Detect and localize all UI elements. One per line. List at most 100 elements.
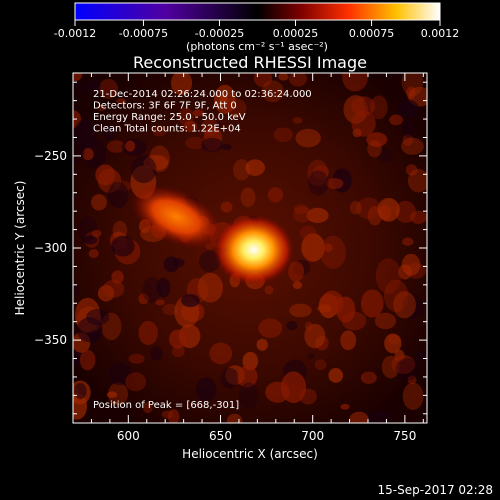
residual-blob xyxy=(402,134,413,147)
residual-blob xyxy=(304,321,313,332)
residual-blob xyxy=(340,330,357,351)
residual-blob xyxy=(281,371,307,404)
peak-position-label: Position of Peak = [668,-301] xyxy=(93,400,239,411)
residual-blob xyxy=(267,187,284,203)
residual-blob xyxy=(393,291,416,319)
residual-blob xyxy=(185,136,205,150)
residual-blob xyxy=(375,258,402,294)
residual-blob xyxy=(367,140,382,158)
residual-blob xyxy=(128,353,145,364)
info-line: Detectors: 3F 6F 7F 9F, Att 0 xyxy=(93,101,237,112)
residual-blob xyxy=(73,281,80,296)
residual-blob xyxy=(74,382,87,400)
info-line: Clean Total counts: 1.22E+04 xyxy=(93,124,241,135)
residual-blob xyxy=(98,78,119,100)
residual-blob xyxy=(73,119,96,148)
residual-blob xyxy=(314,359,327,371)
residual-blob xyxy=(288,73,307,87)
residual-blob xyxy=(161,410,174,419)
residual-blob xyxy=(374,312,397,330)
residual-blob xyxy=(398,100,420,119)
residual-blob xyxy=(108,362,132,386)
chart-title: Reconstructed RHESSI Image xyxy=(133,53,367,72)
residual-blob xyxy=(209,342,233,365)
primary-source xyxy=(213,214,295,286)
residual-blob xyxy=(170,73,193,96)
residual-blob xyxy=(223,98,247,118)
residual-blob xyxy=(102,279,125,298)
residual-blob xyxy=(317,304,332,313)
residual-blob xyxy=(351,96,376,117)
colorbar-ticks: -0.0012 -0.00075 -0.00025 0.00025 0.00075 0.0… xyxy=(54,20,459,40)
residual-blob xyxy=(84,79,101,95)
residual-blob xyxy=(377,197,400,222)
residual-blob xyxy=(97,284,115,302)
info-line: Energy Range: 25.0 - 50.0 keV xyxy=(93,112,246,123)
residual-blob xyxy=(76,317,103,343)
residual-blob xyxy=(295,128,321,148)
residual-blob xyxy=(73,136,86,163)
residual-blob xyxy=(245,159,265,176)
residual-blob xyxy=(325,178,344,190)
x-axis-label: Heliocentric X (arcsec) xyxy=(182,447,318,461)
residual-blob xyxy=(292,206,313,223)
residual-blob xyxy=(288,261,304,282)
residual-blob xyxy=(201,118,219,136)
residual-blob xyxy=(415,351,427,363)
colorbar-tick-label: -0.00025 xyxy=(195,27,244,40)
residual-blob xyxy=(156,277,171,298)
x-tick-label: 600 xyxy=(117,429,140,443)
residual-blob xyxy=(406,86,416,100)
residual-blob xyxy=(82,148,94,161)
residual-blob xyxy=(195,377,217,402)
observation-info: 21-Dec-2014 02:26:24.000 to 02:36:24.000… xyxy=(93,89,312,135)
emission-sources xyxy=(130,185,295,286)
residual-blob xyxy=(313,165,330,180)
residual-blob xyxy=(407,168,427,193)
residual-blob xyxy=(330,295,343,305)
residual-blob xyxy=(301,233,325,262)
residual-blob xyxy=(402,237,414,246)
residual-blob xyxy=(125,372,147,392)
residual-blob xyxy=(384,333,402,354)
residual-blob xyxy=(320,235,347,269)
residual-blob xyxy=(258,318,283,338)
residual-blob xyxy=(405,164,418,176)
residual-blob xyxy=(323,243,333,252)
residual-blob xyxy=(222,143,232,151)
residual-blob xyxy=(360,289,384,318)
y-tick-label: −350 xyxy=(34,333,67,347)
residual-blob xyxy=(342,73,368,92)
residual-blob xyxy=(233,159,251,181)
residual-blob xyxy=(391,354,416,375)
secondary-source xyxy=(130,185,222,249)
colorbar-tick-label: 0.00025 xyxy=(273,27,319,40)
residual-blob xyxy=(178,107,194,126)
residual-blob xyxy=(125,140,136,152)
residual-blob xyxy=(240,187,256,208)
axes: 600 650 700 750 −250 −300 −350 xyxy=(34,73,427,443)
y-axis-label: Heliocentric Y (arcsec) xyxy=(13,181,27,316)
residual-blob xyxy=(402,293,424,320)
residual-blob xyxy=(79,349,96,371)
colorbar-tick-label: -0.0012 xyxy=(54,27,96,40)
residual-blob xyxy=(111,235,135,257)
residual-blob xyxy=(365,410,391,423)
residual-blob xyxy=(256,338,268,351)
residual-blob xyxy=(349,201,362,215)
residual-blob xyxy=(112,220,128,241)
residual-blob xyxy=(88,249,99,259)
residual-blob xyxy=(307,159,329,187)
residual-blob xyxy=(293,204,309,215)
residual-blob xyxy=(264,285,274,295)
residual-blob xyxy=(341,311,367,331)
residual-blob xyxy=(407,375,417,385)
residual-blob xyxy=(192,109,204,117)
residual-blob xyxy=(131,155,157,184)
residual-blob xyxy=(219,94,228,106)
residual-blob xyxy=(289,303,312,318)
x-tick-label: 650 xyxy=(209,429,232,443)
x-tick-label: 750 xyxy=(393,429,416,443)
residual-blob xyxy=(73,73,83,82)
colorbar-tick-label: 0.0012 xyxy=(421,27,460,40)
